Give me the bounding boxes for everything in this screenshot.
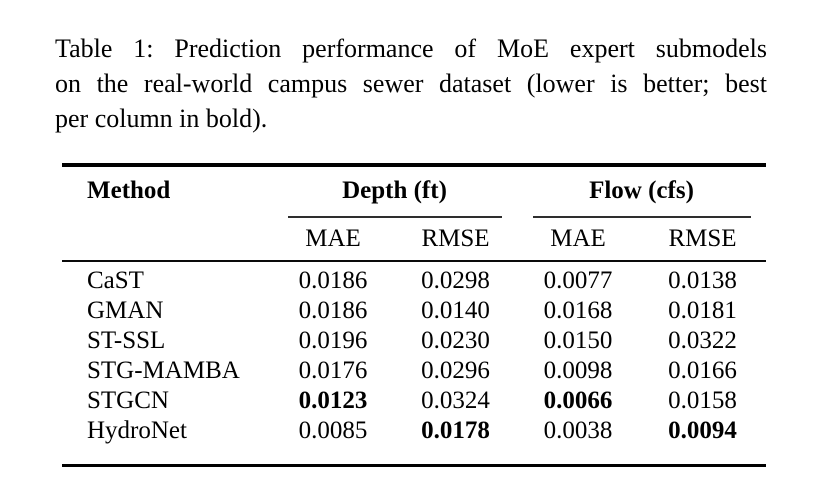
table-top-rule	[62, 163, 766, 167]
caption-line-3: per column in bold).	[55, 104, 268, 133]
cell-flow-mae: 0.0150	[543, 326, 613, 354]
table-mid-rule	[62, 259, 766, 262]
cell-depth-rmse: 0.0230	[421, 326, 490, 354]
table-body: CaST 0.0186 0.0298 0.0077 0.0138 GMAN 0.…	[62, 262, 766, 464]
subheader-flow-rmse: RMSE	[668, 224, 737, 252]
cell-flow-rmse: 0.0166	[668, 356, 737, 384]
depth-group-rule	[288, 215, 502, 218]
table-bottom-rule	[62, 463, 766, 467]
results-table: Method Depth (ft) MAE RMSE Flow (cfs) MA…	[62, 163, 766, 467]
cell-depth-mae: 0.0196	[298, 326, 368, 354]
group-label-depth: Depth (ft)	[342, 177, 447, 204]
cell-depth-mae: 0.0186	[298, 296, 368, 324]
cell-method: STG-MAMBA	[87, 356, 240, 384]
subheader-depth-mae: MAE	[305, 224, 361, 252]
table-row: ST-SSL 0.0196 0.0230 0.0150 0.0322	[62, 326, 766, 356]
group-label-flow: Flow (cfs)	[589, 177, 694, 204]
cell-depth-mae: 0.0123	[298, 386, 368, 414]
cell-method: ST-SSL	[87, 326, 166, 354]
subheader-flow-mae: MAE	[550, 224, 606, 252]
cell-flow-mae: 0.0066	[543, 386, 613, 414]
cell-flow-rmse: 0.0094	[668, 416, 737, 444]
table-row: HydroNet 0.0085 0.0178 0.0038 0.0094	[62, 416, 766, 446]
column-group-depth: Depth (ft) MAE RMSE	[272, 167, 517, 260]
table-row: STG-MAMBA 0.0176 0.0296 0.0098 0.0166	[62, 356, 766, 386]
cell-method: CaST	[87, 266, 144, 294]
cell-flow-rmse: 0.0322	[668, 326, 737, 354]
column-header-method: Method	[87, 177, 171, 204]
cell-flow-mae: 0.0038	[543, 416, 613, 444]
table-row: STGCN 0.0123 0.0324 0.0066 0.0158	[62, 386, 766, 416]
flow-subheaders: MAE RMSE	[517, 218, 766, 260]
depth-subheaders: MAE RMSE	[272, 218, 517, 260]
cell-depth-rmse: 0.0178	[421, 416, 490, 444]
table-header: Method Depth (ft) MAE RMSE Flow (cfs) MA…	[62, 167, 766, 260]
cell-flow-mae: 0.0077	[543, 266, 613, 294]
cell-depth-rmse: 0.0296	[421, 356, 490, 384]
table-row: CaST 0.0186 0.0298 0.0077 0.0138	[62, 266, 766, 296]
cell-flow-rmse: 0.0158	[668, 386, 737, 414]
cell-flow-rmse: 0.0181	[668, 296, 737, 324]
cell-depth-rmse: 0.0298	[421, 266, 490, 294]
cell-depth-mae: 0.0176	[298, 356, 368, 384]
caption-line-1: Table 1: Prediction performance of MoE e…	[55, 34, 767, 63]
cell-depth-rmse: 0.0140	[421, 296, 490, 324]
cell-method: STGCN	[87, 386, 169, 414]
flow-group-rule	[533, 215, 751, 218]
subheader-depth-rmse: RMSE	[421, 224, 490, 252]
caption-line-2: on the real-world campus sewer dataset (…	[55, 69, 767, 98]
table-caption: Table 1: Prediction performance of MoE e…	[55, 31, 767, 136]
cell-flow-mae: 0.0168	[543, 296, 613, 324]
cell-flow-rmse: 0.0138	[668, 266, 737, 294]
cell-method: HydroNet	[87, 416, 187, 444]
cell-depth-mae: 0.0085	[298, 416, 368, 444]
table-row: GMAN 0.0186 0.0140 0.0168 0.0181	[62, 296, 766, 326]
cell-depth-mae: 0.0186	[298, 266, 368, 294]
column-group-flow: Flow (cfs) MAE RMSE	[517, 167, 766, 260]
cell-flow-mae: 0.0098	[543, 356, 613, 384]
cell-depth-rmse: 0.0324	[421, 386, 490, 414]
cell-method: GMAN	[87, 296, 164, 324]
